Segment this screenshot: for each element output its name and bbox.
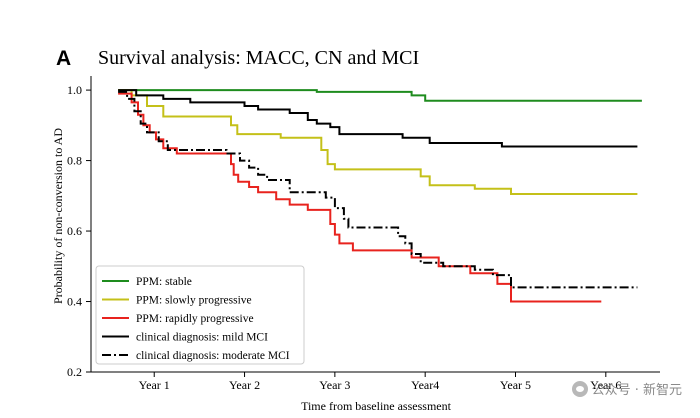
x-tick-label: Year 5 <box>500 378 531 392</box>
x-axis-label: Time from baseline assessment <box>301 399 452 413</box>
legend-label: clinical diagnosis: moderate MCI <box>136 350 290 362</box>
legend-label: PPM: slowly progressive <box>136 295 252 307</box>
x-tick-label: Year 6 <box>590 378 621 392</box>
series-line-2 <box>118 89 638 195</box>
series-line-1 <box>118 89 642 102</box>
y-ticks: 0.2 0.4 0.6 0.8 1.0 <box>67 83 91 379</box>
y-tick-label: 0.4 <box>67 295 82 309</box>
y-axis-label: Probability of non-conversion to AD <box>51 128 65 304</box>
y-tick-label: 0.8 <box>67 154 82 168</box>
legend-box <box>95 265 305 365</box>
x-tick-label: Year 2 <box>229 378 260 392</box>
y-tick-label: 0.2 <box>67 365 82 379</box>
panel-label: A <box>56 47 71 70</box>
x-tick-label: Year 3 <box>319 378 350 392</box>
x-ticks: Year 1 Year 2 Year 3 Year4 Year 5 Year 6 <box>139 372 621 392</box>
legend: PPM: stable PPM: slowly progressive PPM: r… <box>95 265 305 365</box>
legend-label: clinical diagnosis: mild MCI <box>136 332 268 344</box>
series-layer <box>118 89 642 303</box>
watermark-text: 公众号 · 新智元 <box>591 383 682 398</box>
y-tick-label: 0.6 <box>67 224 82 238</box>
watermark: 公众号 · 新智元 <box>571 379 682 398</box>
legend-label: PPM: rapidly progressive <box>136 313 254 325</box>
y-tick-label: 1.0 <box>67 83 82 97</box>
chart-title: Survival analysis: MACC, CN and MCI <box>98 47 419 69</box>
legend-label: PPM: stable <box>136 276 192 288</box>
series-line-5 <box>118 90 638 289</box>
x-tick-label: Year 1 <box>139 378 170 392</box>
x-tick-label: Year4 <box>411 378 439 392</box>
wechat-logo-icon <box>571 380 588 397</box>
series-line-4 <box>118 89 638 148</box>
